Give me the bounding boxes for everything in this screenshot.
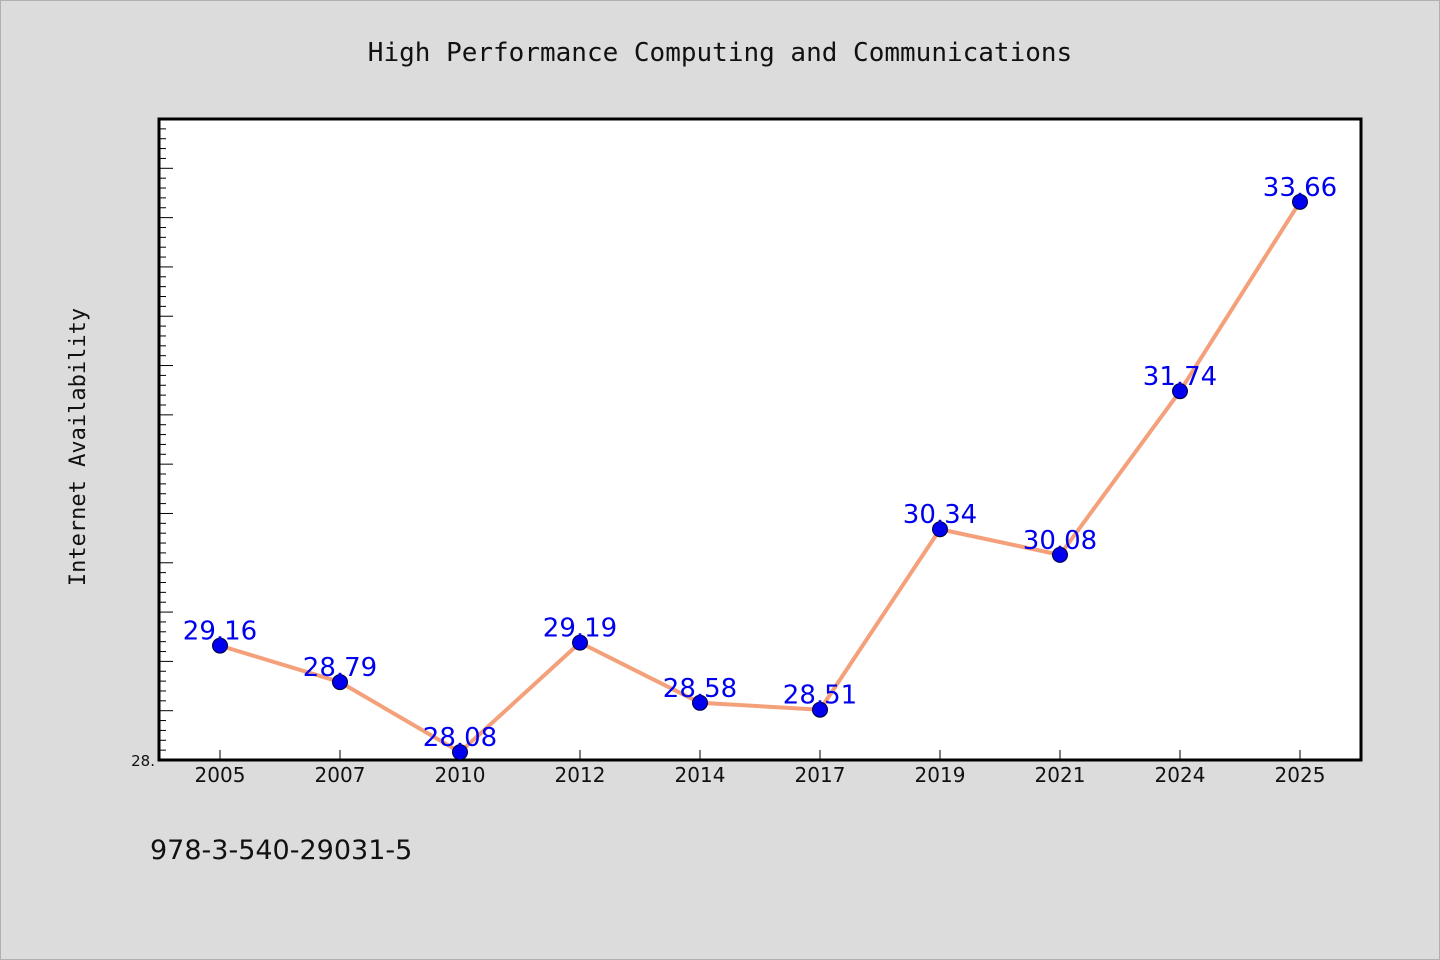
chart-title: High Performance Computing and Communica…: [368, 38, 1072, 68]
y-axis-ticks: [159, 128, 173, 761]
data-point: [692, 694, 708, 711]
x-tick-label: 2024: [1155, 763, 1206, 787]
data-label: 28.58: [663, 674, 737, 704]
x-tick-label: 2021: [1035, 763, 1086, 787]
data-point: [572, 634, 588, 651]
y-tick-label: 28.: [131, 752, 155, 770]
x-tick-label: 2014: [675, 763, 726, 787]
data-point: [932, 521, 948, 538]
data-point: [452, 744, 468, 761]
x-tick-label: 2025: [1275, 763, 1326, 787]
data-label: 28.79: [303, 653, 377, 683]
data-point: [1052, 546, 1068, 563]
x-tick-label: 2012: [555, 763, 606, 787]
x-tick-label: 2019: [915, 763, 966, 787]
x-tick-label: 2007: [315, 763, 366, 787]
series-lines: [218, 199, 1302, 755]
data-point: [212, 637, 228, 654]
x-tick-label: 2017: [795, 763, 846, 787]
series-markers: [212, 193, 1308, 761]
data-point: [332, 674, 348, 691]
y-axis-label: Internet Availability: [66, 308, 91, 586]
data-label: 28.08: [423, 723, 497, 753]
data-label: 30.34: [903, 500, 977, 530]
x-tick-label: 2010: [435, 763, 486, 787]
x-tick-label: 2005: [195, 763, 246, 787]
data-label: 33.66: [1263, 173, 1337, 203]
data-labels: 29.16 28.79 28.08 29.19 28.58 28.51 30.34 30.08…: [183, 173, 1337, 753]
data-label: 30.08: [1023, 526, 1097, 556]
series-line: [218, 199, 1302, 755]
data-point: [812, 701, 828, 718]
plot-area: [157, 117, 1363, 762]
data-label: 28.51: [783, 681, 857, 711]
data-point: [1172, 383, 1188, 400]
data-label: 29.19: [543, 614, 617, 644]
data-point: [1292, 193, 1308, 210]
x-axis-ticks: [219, 750, 1301, 760]
data-label: 29.16: [183, 617, 257, 647]
footer-identifier: 978-3-540-29031-5: [150, 835, 413, 866]
data-label: 31.74: [1143, 362, 1217, 392]
x-axis-tick-labels: 2005 2007 2010 2012 2014 2017 2019 2021 2024 2025: [195, 763, 1326, 787]
